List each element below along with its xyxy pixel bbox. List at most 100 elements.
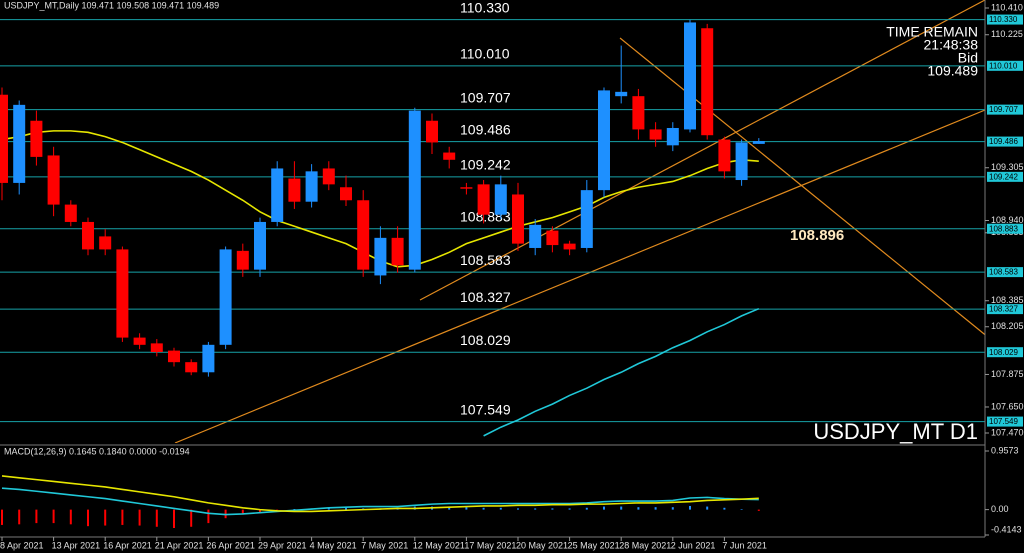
candle-body: [718, 139, 731, 172]
chart-title: USDJPY_MT,Daily 109.471 109.508 109.471 …: [4, 0, 219, 10]
candle-body: [615, 91, 628, 97]
bid-label: Bid: [958, 50, 978, 66]
y-tick-label: 107.875: [991, 369, 1024, 379]
level-label: 109.486: [460, 121, 511, 137]
level-tag-label: 108.029: [989, 348, 1018, 357]
candle-body: [82, 221, 94, 250]
time-remain: 21:48:38: [924, 37, 979, 53]
level-tag-label: 108.327: [989, 305, 1018, 314]
level-tag: [987, 416, 1023, 427]
level-label: 108.583: [460, 252, 511, 268]
level-label: 108.029: [460, 332, 511, 348]
y-tick-label: 110.225: [991, 29, 1023, 39]
level-tag-label: 110.330: [989, 15, 1018, 24]
candle-body: [408, 110, 421, 270]
y-tick-label: 109.305: [991, 162, 1024, 172]
macd-line: [1, 487, 759, 516]
candle-body: [30, 120, 43, 157]
x-tick-label: 16 Apr 2021: [103, 540, 152, 550]
candle-body: [512, 194, 524, 244]
candle-body: [649, 129, 662, 140]
candle-body: [168, 350, 180, 363]
level-tag-label: 107.549: [989, 417, 1018, 426]
candle-body: [443, 152, 456, 160]
level-tag: [987, 60, 1023, 71]
x-tick-label: 26 Apr 2021: [206, 540, 255, 550]
symbol-label: USDJPY_MT D1: [813, 419, 978, 444]
candle-body: [477, 184, 490, 215]
candle-body: [150, 343, 163, 353]
candle-body: [116, 249, 129, 338]
candle-body: [185, 362, 198, 373]
level-tag: [987, 347, 1023, 358]
trend-line: [174, 109, 985, 443]
candle-body: [357, 200, 370, 270]
level-label: 109.707: [460, 89, 511, 105]
macd-tick-label: -0.4143: [991, 524, 1022, 534]
candle-body: [322, 168, 335, 185]
candle-body: [64, 204, 77, 222]
candle-body: [391, 237, 404, 266]
level-tag-label: 108.583: [989, 268, 1018, 277]
x-tick-label: 7 May 2021: [361, 540, 408, 550]
candle-body: [99, 236, 112, 250]
level-tag-label: 109.707: [989, 105, 1018, 114]
x-tick-label: 29 Apr 2021: [258, 540, 307, 550]
y-tick-label: 108.205: [991, 321, 1024, 331]
candle-body: [666, 127, 679, 146]
y-tick-label: 107.650: [991, 401, 1024, 411]
level-label: 110.010: [460, 46, 510, 62]
candle-body: [426, 120, 438, 143]
level-label: 109.242: [460, 157, 511, 173]
x-tick-label: 20 May 2021: [516, 540, 568, 550]
level-label: 110.330: [460, 0, 510, 15]
y-tick-label: 108.940: [991, 215, 1024, 225]
candle-body: [271, 168, 284, 222]
price-pane: 110.330 110.010 109.707 109.486 109.242 108.8…: [0, 0, 985, 443]
y-tick-label: 110.410: [991, 2, 1023, 12]
candle-body: [0, 94, 8, 183]
candle-body: [305, 171, 318, 202]
x-tick-label: 25 May 2021: [568, 540, 620, 550]
level-tag: [987, 223, 1023, 234]
candle-body: [546, 230, 559, 246]
macd-pane: [1, 475, 760, 528]
candle-body: [133, 337, 146, 345]
x-tick-label: 28 May 2021: [619, 540, 671, 550]
x-tick-label: 7 Jun 2021: [722, 540, 767, 550]
candle-body: [701, 28, 714, 136]
candle-body: [460, 187, 473, 189]
level-tag-label: 109.486: [989, 137, 1018, 146]
candle-body: [580, 190, 593, 248]
x-tick-label: 8 Apr 2021: [0, 540, 44, 550]
candle-body: [529, 224, 542, 248]
candle-body: [288, 178, 301, 202]
level-tag-label: 110.010: [989, 61, 1018, 70]
level-tag: [987, 14, 1023, 25]
bid-value: 109.489: [927, 63, 978, 79]
level-label: 108.327: [460, 289, 511, 305]
level-tag: [987, 104, 1023, 115]
candle-body: [340, 187, 352, 201]
y-tick-label: 107.470: [991, 427, 1024, 437]
x-tick-label: 2 Jun 2021: [671, 540, 716, 550]
x-tick-label: 21 Apr 2021: [155, 540, 204, 550]
level-tag-label: 108.883: [989, 224, 1018, 233]
level-tag: [987, 171, 1023, 182]
overlay-line: [483, 307, 760, 437]
candle-body: [13, 104, 26, 183]
macd-label: MACD(12,26,9) 0.1645 0.1840 0.0000 -0.01…: [4, 446, 190, 456]
candle-body: [254, 221, 266, 270]
candle-body: [563, 243, 576, 250]
macd-line: [1, 475, 759, 513]
level-tag-label: 109.242: [989, 172, 1018, 181]
candle-body: [494, 184, 507, 215]
candle-body: [236, 250, 249, 270]
level-tag: [987, 136, 1023, 147]
candle-body: [598, 90, 610, 191]
candle-body: [219, 249, 232, 345]
